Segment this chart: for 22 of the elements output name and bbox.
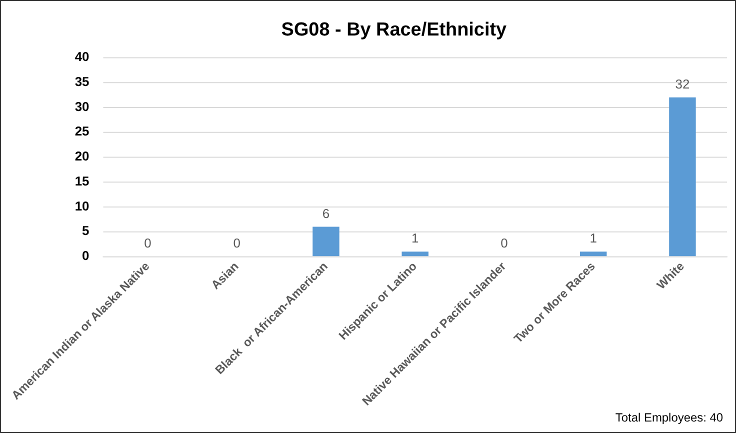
y-tick-label: 10 — [74, 198, 90, 214]
data-label: 0 — [233, 236, 240, 251]
y-tick-label: 5 — [82, 223, 90, 238]
data-label: 0 — [500, 236, 508, 251]
data-label: 32 — [675, 76, 690, 92]
bar — [402, 252, 428, 256]
bar — [312, 226, 340, 256]
bar — [580, 252, 607, 256]
data-label: 6 — [322, 206, 330, 221]
y-tick-label: 15 — [74, 174, 90, 188]
text: Total Employees: 40 — [615, 410, 724, 424]
y-tick-label: 40 — [74, 49, 90, 64]
bar — [669, 97, 696, 256]
y-tick-label: 0 — [82, 248, 90, 264]
chart-title: SG08 - By Race/Ethnicity — [281, 19, 508, 40]
data-label: 1 — [411, 230, 419, 246]
y-tick-label: 20 — [74, 148, 90, 164]
y-tick-label: 30 — [74, 98, 90, 114]
data-label: 1 — [590, 230, 597, 246]
data-label: 0 — [144, 236, 152, 251]
y-tick-label: 25 — [74, 124, 90, 139]
y-tick-label: 35 — [74, 74, 90, 89]
